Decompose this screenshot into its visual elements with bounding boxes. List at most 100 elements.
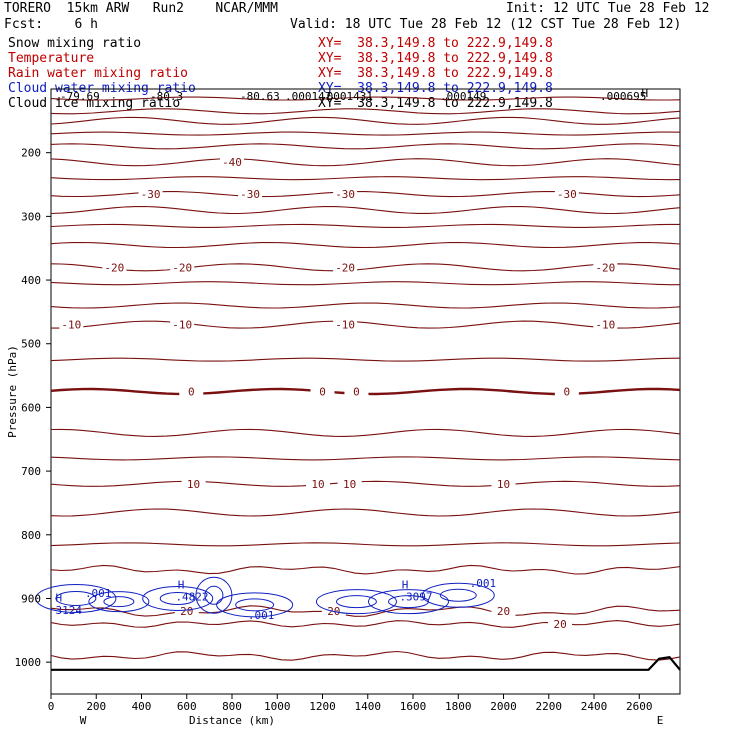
temperature-contour — [50, 205, 681, 215]
cloud-water-contour — [315, 589, 397, 615]
temperature-contour — [50, 542, 681, 547]
surface-terrain-line — [51, 656, 681, 671]
x-tick-label: 1200 — [309, 700, 336, 713]
top-extreme-label: .000149 — [440, 90, 486, 103]
x-tick-label: 1600 — [400, 700, 427, 713]
y-tick-label: 500 — [21, 338, 41, 351]
y-axis-label: Pressure (hPa) — [6, 345, 19, 438]
temperature-contour-label: 20 — [180, 605, 193, 618]
legend-xy: XY= 38.3,149.8 to 222.9,149.8 — [318, 66, 553, 81]
temperature-contour-label: -20 — [335, 261, 355, 274]
x-tick-label: 2200 — [536, 700, 563, 713]
temperature-contour — [50, 131, 681, 136]
cloud-water-label: .001 — [85, 587, 112, 600]
y-tick-label: 1000 — [15, 656, 42, 669]
temperature-contour-label: -20 — [104, 261, 124, 274]
contour-label-bg — [138, 188, 163, 201]
top-extreme-label: .000147 — [285, 90, 331, 103]
cloud-water-label: .001 — [470, 577, 497, 590]
cloud-water-label: H — [402, 578, 409, 591]
temperature-contour — [50, 480, 681, 487]
temperature-contour — [50, 456, 681, 461]
temperature-contour-label: -30 — [335, 188, 355, 201]
x-tick-label: 600 — [177, 700, 197, 713]
contour-label-bg — [170, 261, 195, 274]
contour-label-bg — [344, 385, 369, 398]
y-tick-label: 300 — [21, 210, 41, 223]
legend-xy: XY= 38.3,149.8 to 222.9,149.8 — [318, 36, 553, 51]
contour-label-bg — [59, 318, 84, 331]
temperature-contour-label: 20 — [553, 618, 566, 631]
contour-label-bg — [179, 385, 204, 398]
y-tick-label: 700 — [21, 465, 41, 478]
header-init: Init: 12 UTC Tue 28 Feb 12 — [506, 1, 710, 16]
contour-label-bg — [181, 477, 206, 490]
x-tick-label: 2600 — [626, 700, 653, 713]
legend-label: Rain water mixing ratio — [8, 66, 189, 81]
cloud-water-contour — [204, 585, 224, 605]
temperature-contour-label: -30 — [240, 188, 260, 201]
legend-xy: XY= 38.3,149.8 to 222.9,149.8 — [318, 51, 553, 66]
x-tick-label: 200 — [86, 700, 106, 713]
contour-label-bg — [554, 385, 579, 398]
top-extreme-label: .0001431 — [320, 90, 373, 103]
contour-label-bg — [554, 188, 579, 201]
temperature-contour — [50, 564, 681, 575]
y-tick-label: 800 — [21, 529, 41, 542]
top-extreme-label: -79.69 — [60, 90, 100, 103]
temperature-contour — [50, 116, 681, 125]
header-model: TORERO 15km ARW Run2 NCAR/MMM — [4, 1, 278, 16]
temperature-contour — [50, 620, 681, 628]
cloud-water-label: .001 — [248, 609, 275, 622]
contour-label-bg — [593, 261, 618, 274]
plot-frame — [50, 88, 681, 695]
cloud-water-contour — [439, 588, 477, 602]
temperature-contour — [50, 223, 680, 228]
y-tick-label: 400 — [21, 274, 41, 287]
contour-label-bg — [333, 188, 358, 201]
cloud-water-contour — [88, 591, 150, 613]
temperature-contour-label: -40 — [222, 156, 242, 169]
temperature-contour-label: -30 — [557, 188, 577, 201]
y-tick-label: 200 — [21, 147, 41, 160]
contour-label-bg — [102, 261, 127, 274]
cloud-water-contour — [103, 596, 135, 608]
x-tick-label: 2000 — [490, 700, 517, 713]
cloud-water-contour — [55, 590, 97, 606]
top-extreme-label: .000695 — [600, 90, 646, 103]
header-valid: Valid: 18 UTC Tue 28 Feb 12 (12 CST Tue … — [290, 17, 682, 32]
contour-label-bg — [593, 318, 618, 331]
x-tick-label: 400 — [132, 700, 152, 713]
temperature-contour — [50, 428, 681, 437]
contour-label-bg — [310, 385, 335, 398]
max-marker-label: H — [642, 87, 649, 100]
temperature-contour-label: 0 — [188, 386, 195, 399]
east-label: E — [657, 714, 664, 727]
temperature-contour-label: 0 — [353, 386, 360, 399]
temperature-contour — [50, 508, 681, 517]
contour-label-bg — [305, 477, 330, 490]
x-tick-label: 1000 — [264, 700, 291, 713]
x-tick-label: 800 — [222, 700, 242, 713]
cloud-water-contour — [235, 598, 275, 612]
cloud-water-label: 3124 — [56, 604, 83, 617]
contour-label-bg — [333, 261, 358, 274]
cloud-water-contour — [421, 582, 495, 608]
temperature-contour — [50, 281, 680, 286]
x-tick-label: 2400 — [581, 700, 608, 713]
temperature-contour-label: -30 — [141, 188, 161, 201]
temperature-contour-label: 20 — [497, 605, 510, 618]
header-fcst: Fcst: 6 h — [4, 17, 98, 32]
contour-label-bg — [337, 477, 362, 490]
west-label: W — [80, 714, 87, 727]
contour-label-bg — [333, 318, 358, 331]
cloud-water-label: H — [56, 592, 63, 605]
temperature-contour — [50, 302, 681, 309]
cloud-water-label: .4822 — [175, 590, 208, 603]
temperature-contour — [50, 143, 681, 150]
cloud-water-contour — [216, 592, 294, 618]
temperature-contour — [50, 158, 681, 167]
cloud-water-contour — [367, 589, 449, 615]
cloud-water-contour — [35, 583, 117, 613]
